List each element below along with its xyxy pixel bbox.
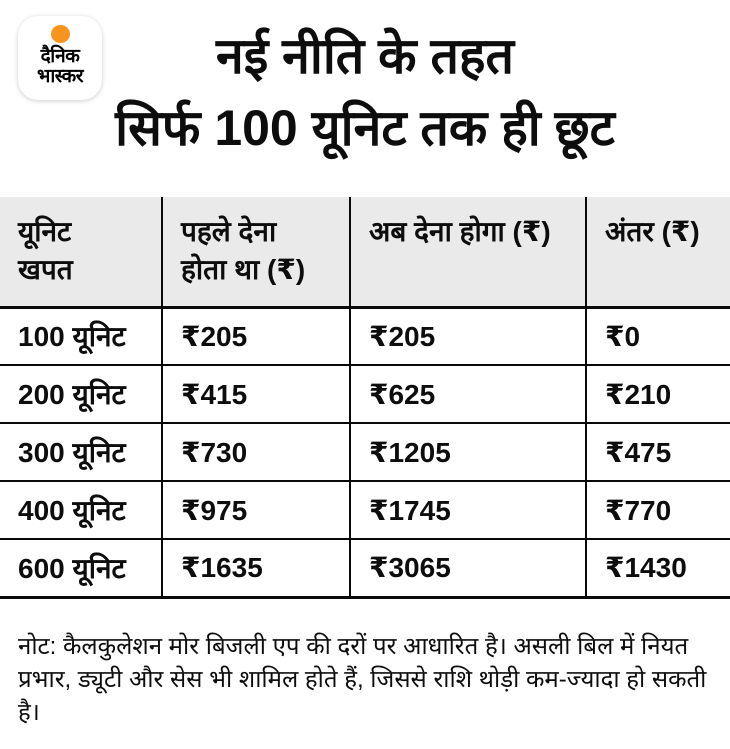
tariff-table: यूनिट खपत पहले देना होता था (₹) अब देना … xyxy=(0,197,730,599)
table-row: 300 यूनिट ₹730 ₹1205 ₹475 xyxy=(0,423,730,482)
cell-diff: ₹1430 xyxy=(586,539,730,599)
cell-diff: ₹770 xyxy=(586,481,730,540)
page-title-line2: सिर्फ 100 यूनिट तक ही छूट xyxy=(115,100,615,156)
logo-text-line2: भास्कर xyxy=(36,66,84,88)
logo-text-line1: दैनिक xyxy=(40,46,80,67)
table-row: 100 यूनिट ₹205 ₹205 ₹0 xyxy=(0,307,730,366)
cell-diff: ₹210 xyxy=(586,365,730,424)
col-header-before: पहले देना होता था (₹) xyxy=(162,197,351,309)
page-title: नई नीति के तहत सिर्फ 100 यूनिट तक ही छूट xyxy=(0,0,730,164)
cell-now: ₹625 xyxy=(350,365,587,424)
cell-now: ₹1745 xyxy=(350,481,587,540)
col-header-unit: यूनिट खपत xyxy=(0,197,163,309)
cell-before: ₹730 xyxy=(162,423,351,482)
masthead: दैनिक भास्कर नई नीति के तहत सिर्फ 100 यू… xyxy=(0,0,730,197)
cell-now: ₹3065 xyxy=(350,539,587,599)
cell-before: ₹975 xyxy=(162,481,351,540)
table-row: 600 यूनिट ₹1635 ₹3065 ₹1430 xyxy=(0,539,730,599)
cell-now: ₹205 xyxy=(350,307,587,366)
dainik-bhaskar-logo: दैनिक भास्कर xyxy=(18,16,102,100)
tariff-table-header: यूनिट खपत पहले देना होता था (₹) अब देना … xyxy=(0,197,730,309)
cell-before: ₹1635 xyxy=(162,539,351,599)
cell-unit: 300 यूनिट xyxy=(0,423,163,482)
cell-unit: 100 यूनिट xyxy=(0,307,163,366)
cell-diff: ₹0 xyxy=(586,307,730,366)
footnote: नोट: कैलकुलेशन मोर बिजली एप की दरों पर आ… xyxy=(18,633,707,727)
table-row: 400 यूनिट ₹975 ₹1745 ₹770 xyxy=(0,481,730,540)
table-row: 200 यूनिट ₹415 ₹625 ₹210 xyxy=(0,365,730,424)
page-title-line1: नई नीति के तहत xyxy=(215,28,515,84)
col-header-diff: अंतर (₹) xyxy=(586,197,730,309)
col-header-now: अब देना होगा (₹) xyxy=(350,197,587,309)
cell-diff: ₹475 xyxy=(586,423,730,482)
cell-unit: 400 यूनिट xyxy=(0,481,163,540)
cell-now: ₹1205 xyxy=(350,423,587,482)
cell-before: ₹205 xyxy=(162,307,351,366)
cell-unit: 600 यूनिट xyxy=(0,539,163,599)
cell-before: ₹415 xyxy=(162,365,351,424)
cell-unit: 200 यूनिट xyxy=(0,365,163,424)
sun-dot-icon xyxy=(50,25,70,43)
